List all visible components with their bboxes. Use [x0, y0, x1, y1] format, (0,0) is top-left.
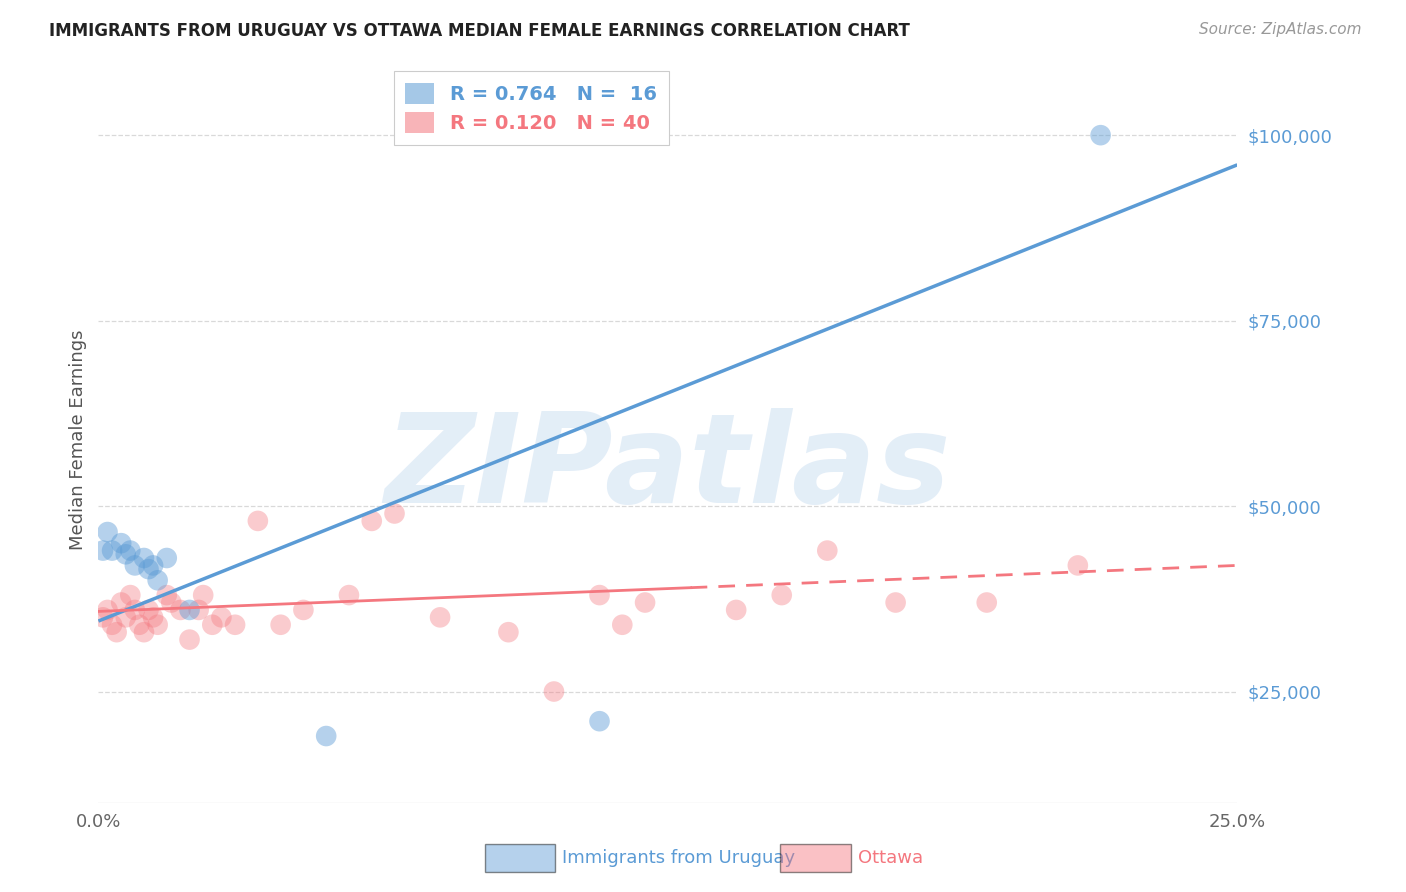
Text: IMMIGRANTS FROM URUGUAY VS OTTAWA MEDIAN FEMALE EARNINGS CORRELATION CHART: IMMIGRANTS FROM URUGUAY VS OTTAWA MEDIAN… — [49, 22, 910, 40]
Point — [770, 588, 793, 602]
Point — [120, 543, 142, 558]
Point — [138, 562, 160, 576]
Point — [384, 507, 406, 521]
Point — [270, 617, 292, 632]
Text: Ottawa: Ottawa — [858, 849, 922, 867]
Text: ZIPatlas: ZIPatlas — [385, 408, 950, 529]
Point — [132, 551, 155, 566]
Point — [105, 625, 128, 640]
Point — [1067, 558, 1090, 573]
Point — [976, 595, 998, 609]
Point — [543, 684, 565, 698]
Point — [146, 574, 169, 588]
Point — [209, 610, 232, 624]
Point — [96, 603, 118, 617]
Y-axis label: Median Female Earnings: Median Female Earnings — [69, 329, 87, 549]
Point — [142, 610, 165, 624]
Point — [124, 603, 146, 617]
Point — [156, 588, 179, 602]
Point — [187, 603, 209, 617]
Point — [101, 617, 124, 632]
Point — [224, 617, 246, 632]
Point — [110, 536, 132, 550]
Point — [634, 595, 657, 609]
Point — [91, 610, 114, 624]
Text: Immigrants from Uruguay: Immigrants from Uruguay — [562, 849, 796, 867]
Point — [96, 524, 118, 539]
Point — [114, 547, 136, 561]
Point — [91, 543, 114, 558]
Point — [142, 558, 165, 573]
Point — [128, 617, 150, 632]
Text: Source: ZipAtlas.com: Source: ZipAtlas.com — [1198, 22, 1361, 37]
Point — [246, 514, 269, 528]
Point — [360, 514, 382, 528]
Point — [612, 617, 634, 632]
Point — [884, 595, 907, 609]
Point — [132, 625, 155, 640]
Point — [315, 729, 337, 743]
Point — [101, 543, 124, 558]
Point — [160, 595, 183, 609]
Point — [201, 617, 224, 632]
Point — [169, 603, 191, 617]
Point — [114, 610, 136, 624]
Point — [138, 603, 160, 617]
Point — [193, 588, 215, 602]
Point — [588, 588, 610, 602]
Point — [146, 617, 169, 632]
Legend: R = 0.764   N =  16, R = 0.120   N = 40: R = 0.764 N = 16, R = 0.120 N = 40 — [394, 71, 669, 145]
Point — [179, 603, 201, 617]
Point — [337, 588, 360, 602]
Point — [498, 625, 520, 640]
Point — [725, 603, 748, 617]
Point — [292, 603, 315, 617]
Point — [815, 543, 838, 558]
Point — [110, 595, 132, 609]
Point — [179, 632, 201, 647]
Point — [156, 551, 179, 566]
Point — [120, 588, 142, 602]
Point — [429, 610, 451, 624]
Point — [124, 558, 146, 573]
Point — [1090, 128, 1112, 143]
Point — [588, 714, 610, 729]
